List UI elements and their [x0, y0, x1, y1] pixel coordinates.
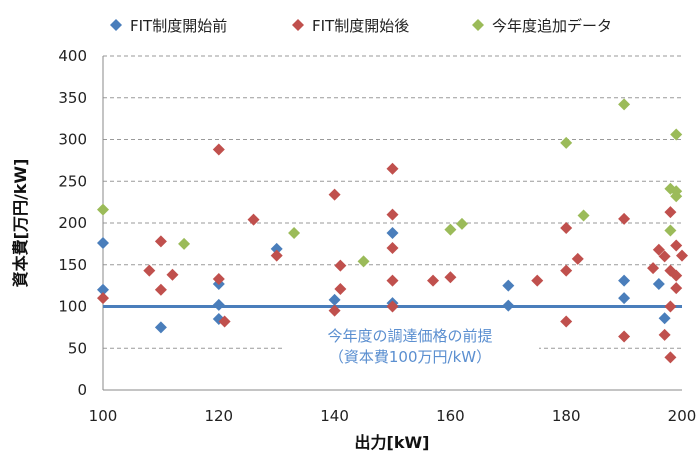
data-point — [571, 252, 584, 265]
legend-label: FIT制度開始後 — [312, 17, 409, 35]
data-point — [97, 237, 109, 250]
x-tick-label: 120 — [204, 407, 233, 425]
x-tick-labels: 100 120 140 160 180 200 — [89, 407, 697, 425]
data-point — [531, 274, 544, 287]
data-point — [560, 264, 573, 277]
legend-marker — [110, 19, 122, 31]
data-point — [334, 259, 347, 272]
data-point — [386, 274, 399, 287]
x-tick-label: 180 — [552, 407, 581, 425]
data-point — [652, 277, 665, 290]
legend-marker — [292, 19, 304, 31]
data-point — [618, 274, 631, 287]
data-points — [97, 98, 688, 364]
y-tick-label: 200 — [58, 214, 87, 232]
data-point — [212, 143, 225, 156]
y-tick-label: 50 — [68, 339, 87, 357]
data-point — [154, 235, 167, 248]
data-point — [386, 227, 399, 240]
data-point — [502, 299, 515, 312]
y-tick-labels: 0 50 100 150 200 250 300 350 400 — [58, 47, 87, 399]
x-tick-label: 200 — [668, 407, 697, 425]
data-point — [618, 292, 631, 305]
data-point — [154, 283, 167, 296]
data-point — [166, 268, 179, 281]
data-point — [577, 209, 590, 222]
data-point — [670, 269, 683, 282]
y-tick-label: 300 — [58, 131, 87, 149]
data-point — [212, 298, 225, 311]
data-point — [178, 237, 191, 250]
data-point — [218, 315, 231, 328]
data-point — [664, 224, 677, 237]
data-point — [97, 292, 109, 305]
y-tick-label: 350 — [58, 89, 87, 107]
data-point — [386, 162, 399, 175]
data-point — [647, 262, 660, 275]
legend-label: 今年度追加データ — [492, 17, 612, 35]
data-point — [334, 282, 347, 295]
data-point — [658, 328, 671, 341]
legend: FIT制度開始前 FIT制度開始後 今年度追加データ — [110, 17, 612, 35]
data-point — [664, 300, 677, 313]
data-point — [618, 212, 631, 225]
data-point — [560, 315, 573, 328]
data-point — [288, 227, 301, 240]
data-point — [212, 272, 225, 285]
x-axis-title: 出力[kW] — [355, 433, 430, 452]
data-point — [97, 283, 109, 296]
data-point — [455, 217, 468, 230]
data-point — [154, 321, 167, 334]
data-point — [328, 304, 341, 317]
data-point — [664, 206, 677, 219]
data-point — [97, 203, 109, 216]
data-point — [670, 239, 683, 252]
y-tick-label: 0 — [77, 381, 87, 399]
data-point — [386, 300, 399, 313]
y-tick-label: 150 — [58, 256, 87, 274]
data-point — [143, 264, 156, 277]
data-point — [560, 136, 573, 149]
x-tick-label: 100 — [89, 407, 118, 425]
y-tick-label: 400 — [58, 47, 87, 65]
data-point — [444, 271, 457, 284]
data-point — [386, 242, 399, 255]
data-point — [270, 242, 283, 255]
x-tick-label: 140 — [320, 407, 349, 425]
data-point — [328, 293, 341, 306]
legend-marker — [472, 19, 484, 31]
data-point — [670, 282, 683, 295]
data-point — [618, 330, 631, 343]
data-point — [502, 279, 515, 292]
data-point — [676, 249, 688, 262]
x-tick-label: 160 — [436, 407, 465, 425]
data-point — [357, 255, 370, 268]
data-point — [658, 250, 671, 263]
annotation-line-1: 今年度の調達価格の前提 — [327, 327, 492, 345]
data-point — [247, 213, 260, 226]
data-point — [270, 249, 283, 262]
data-point — [328, 188, 341, 201]
data-point — [618, 98, 631, 111]
data-point — [386, 208, 399, 221]
data-point — [652, 243, 665, 256]
data-point — [658, 312, 671, 325]
annotation-line-2: （資本費100万円/kW） — [329, 348, 491, 366]
data-point — [444, 223, 457, 236]
data-point — [670, 190, 683, 203]
legend-label: FIT制度開始前 — [130, 17, 227, 35]
data-point — [560, 222, 573, 235]
data-point — [670, 128, 683, 141]
y-tick-label: 250 — [58, 172, 87, 190]
annotation-background-lower — [283, 344, 539, 375]
y-axis-title: 資本費[万円/kW] — [11, 159, 30, 288]
data-point — [664, 351, 677, 364]
data-point — [427, 274, 440, 287]
y-tick-label: 100 — [58, 298, 87, 316]
